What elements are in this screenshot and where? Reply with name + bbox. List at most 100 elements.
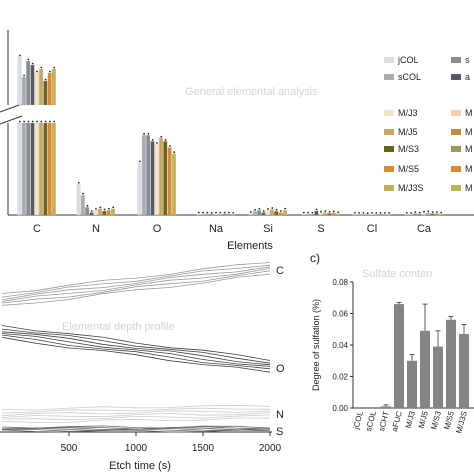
bar-error-dot	[103, 208, 106, 211]
bar-error-dot	[27, 120, 30, 123]
sulfate-category-label: aFUC	[390, 410, 404, 433]
sulfate-bar	[420, 330, 430, 408]
bar-error-dot	[23, 120, 25, 123]
bar-error-dot	[215, 211, 217, 214]
element-bar	[150, 141, 155, 216]
depth-line-C	[1, 264, 271, 298]
element-bar-upper	[43, 80, 48, 106]
depth-series-label: N	[276, 409, 284, 421]
element-bars	[17, 54, 443, 216]
element-bar	[305, 214, 310, 216]
depth-series-label: S	[276, 426, 283, 438]
sulfate-bar	[381, 406, 391, 408]
bar-error-dot	[362, 212, 365, 214]
sulfate-bar	[446, 319, 456, 408]
legend-swatch	[451, 166, 461, 172]
bar-error-dot	[284, 207, 287, 210]
element-category-labels: C N O Na Si S Cl Ca	[33, 223, 432, 235]
bar-error-dot	[18, 120, 21, 123]
element-bar-upper	[17, 56, 22, 106]
bar-error-dot	[384, 212, 386, 214]
element-bar	[39, 122, 44, 216]
axis-break-line-upper	[0, 103, 23, 113]
element-bar	[426, 212, 430, 216]
watermark-general: General elemental analysis	[185, 86, 318, 98]
bar-error-dot	[147, 132, 150, 135]
bar-error-dot	[271, 207, 274, 209]
bar-error-dot	[108, 207, 110, 210]
element-bar	[404, 214, 409, 216]
sulfate-panel: c) Sulfate conten Degree of sulfation (%…	[310, 251, 474, 434]
bar-error-dot	[90, 210, 93, 212]
legend-swatch	[384, 185, 394, 191]
sulfate-category-label: jCOL	[351, 410, 365, 431]
element-bar	[159, 138, 163, 216]
bar-error-dot	[311, 212, 314, 214]
bar-error-dot	[202, 211, 205, 214]
legend-swatch	[384, 146, 394, 152]
bar-error-dot	[164, 139, 167, 141]
bar-error-dot	[36, 70, 38, 73]
element-bar	[382, 214, 387, 216]
bar-error-dot	[280, 210, 282, 212]
element-bar	[374, 214, 378, 216]
element-bar	[21, 122, 26, 216]
depth-line-C	[1, 268, 271, 302]
bar-error-dot	[82, 192, 84, 195]
legend-swatch	[384, 129, 394, 135]
legend-label: M	[465, 164, 473, 174]
bar-error-dot	[353, 212, 356, 214]
element-bar	[47, 122, 52, 216]
legend-swatch	[384, 110, 394, 116]
depth-line-O	[1, 334, 271, 370]
element-bar	[270, 209, 274, 216]
element-label: Na	[209, 223, 224, 235]
bar-error-dot	[169, 145, 171, 147]
bar-error-dot	[275, 208, 278, 211]
element-label: O	[153, 223, 162, 235]
element-bar	[76, 184, 81, 216]
element-bar	[261, 212, 266, 216]
bar-error-dot	[375, 212, 378, 214]
element-bar	[248, 213, 253, 216]
bar-error-dot	[197, 211, 200, 214]
element-bar	[85, 207, 90, 216]
legend-swatch	[451, 74, 461, 80]
element-bar	[417, 214, 422, 216]
element-bar	[314, 210, 319, 216]
bar-error-dot	[53, 66, 56, 69]
depth-profile-panel: Elemental depth profile C O NS 500 1000 1500…	[0, 262, 285, 472]
bar-error-dot	[160, 135, 163, 138]
element-bar	[43, 122, 48, 216]
depth-line-N	[1, 407, 271, 414]
bar-error-dot	[410, 212, 412, 214]
sulfate-y-tick-label: 0.08	[332, 278, 348, 287]
depth-series-label: O	[276, 363, 285, 375]
legend-label: jCOL	[397, 55, 419, 65]
legend-swatch	[384, 74, 394, 80]
depth-line-C	[1, 266, 271, 301]
depth-line-C	[1, 270, 271, 304]
sulfate-y-tick-label: 0.06	[332, 310, 348, 319]
element-bar	[310, 214, 315, 216]
bar-error-dot	[18, 54, 21, 57]
legend-label: M/J3S	[398, 183, 424, 193]
bar-error-dot	[219, 211, 222, 214]
bar-error-dot	[112, 206, 115, 209]
bar-error-dot	[249, 211, 252, 213]
bar-error-dot	[302, 211, 305, 214]
legend-swatch	[384, 57, 394, 63]
legend-swatch	[451, 146, 461, 152]
element-bar	[222, 214, 227, 216]
legend-swatch	[451, 129, 461, 135]
depth-line-O	[1, 325, 271, 361]
panel-c-letter: c)	[310, 251, 320, 265]
bar-error-dot	[254, 208, 256, 211]
legend-label: M/J5	[398, 127, 418, 137]
bar-error-dot	[307, 211, 309, 214]
element-bar	[226, 214, 231, 216]
depth-line-C	[1, 273, 271, 306]
bar-error-dot	[138, 160, 141, 163]
bar-error-dot	[333, 210, 335, 213]
